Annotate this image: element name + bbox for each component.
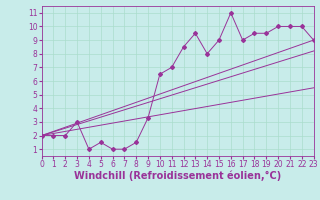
X-axis label: Windchill (Refroidissement éolien,°C): Windchill (Refroidissement éolien,°C)	[74, 171, 281, 181]
